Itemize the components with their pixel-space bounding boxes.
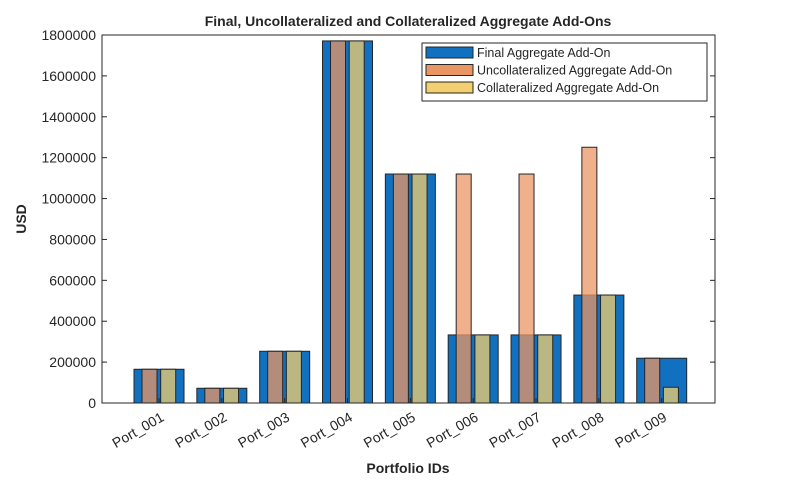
bar-3-Port_005	[411, 173, 428, 404]
y-tick-label: 1600000	[41, 68, 96, 84]
legend-entry: Uncollateralized Aggregate Add-On	[477, 64, 672, 78]
x-tick-label: Port_008	[549, 409, 606, 451]
x-tick-label: Port_006	[423, 409, 480, 451]
x-tick-label: Port_002	[172, 409, 229, 451]
bar-3-Port_003	[285, 350, 302, 404]
y-tick-label: 600000	[49, 272, 96, 288]
bar-3-Port_009	[662, 386, 679, 404]
y-tick-label: 1000000	[41, 191, 96, 207]
bar-2-Port_003	[267, 350, 284, 404]
x-tick-label: Port_003	[235, 409, 292, 451]
x-tick-label: Port_007	[486, 409, 543, 451]
legend: Final Aggregate Add-On Uncollateralized A…	[421, 42, 708, 102]
x-tick-label: Port_005	[361, 409, 418, 451]
x-tick-label: Port_009	[612, 409, 669, 451]
bar-2-Port_007	[518, 173, 535, 404]
y-tick-label: 1400000	[41, 109, 96, 125]
legend-entry: Final Aggregate Add-On	[477, 46, 610, 60]
y-tick-label: 1200000	[41, 150, 96, 166]
y-tick-label: 400000	[49, 313, 96, 329]
legend-entry: Collateralized Aggregate Add-On	[477, 81, 659, 95]
y-axis-label: USD	[13, 204, 29, 234]
bar-2-Port_009	[644, 357, 661, 404]
y-tick-label: 200000	[49, 354, 96, 370]
bar-3-Port_008	[600, 294, 617, 404]
y-tick-label: 0	[88, 395, 96, 411]
x-axis-label: Portfolio IDs	[366, 460, 449, 476]
bar-3-Port_001	[160, 368, 177, 404]
bar-2-Port_004	[330, 40, 347, 404]
axes-box	[101, 34, 716, 404]
x-tick-label: Port_001	[109, 409, 166, 451]
bar-3-Port_002	[223, 387, 240, 404]
legend-swatch	[425, 81, 474, 94]
legend-swatch	[425, 46, 474, 59]
bar-3-Port_007	[537, 334, 554, 404]
bar-2-Port_006	[455, 173, 472, 404]
bar-2-Port_005	[392, 173, 409, 404]
y-tick-label: 1800000	[41, 27, 96, 43]
bar-2-Port_008	[581, 146, 598, 404]
x-tick-label: Port_004	[298, 409, 355, 451]
legend-swatch	[425, 64, 474, 76]
bar-2-Port_002	[204, 387, 221, 404]
chart-title: Final, Uncollateralized and Collateraliz…	[205, 13, 612, 29]
bar-3-Port_006	[474, 334, 491, 404]
y-tick-label: 800000	[49, 231, 96, 247]
bar-3-Port_004	[348, 40, 365, 404]
bar-2-Port_001	[141, 368, 158, 404]
